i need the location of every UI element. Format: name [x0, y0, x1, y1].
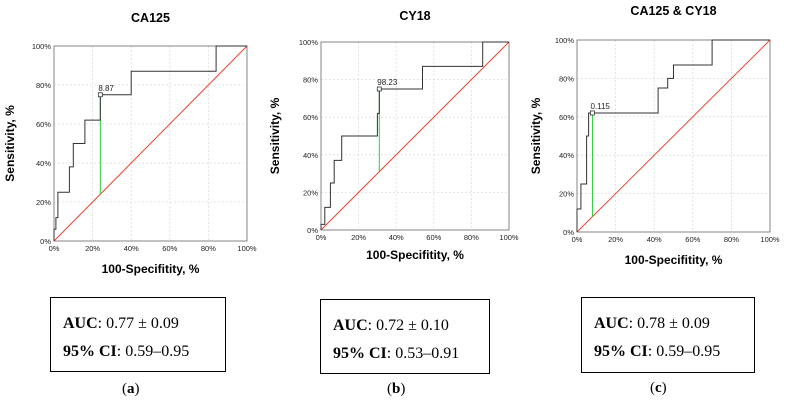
y-tick-label: 40%: [559, 151, 574, 160]
x-axis-label: 100-Specifitity, %: [102, 262, 200, 276]
roc-curve: [53, 45, 247, 241]
x-tick-label: 0%: [49, 244, 60, 253]
auc-value: : 0.77 ± 0.09: [97, 315, 179, 332]
roc-chart-cy18: CY18 0%0% 20% 20% 40% 40% 60% 60% 80% 80% 100% 100%…: [268, 9, 519, 262]
stat-box-combined: AUC: 0.78 ± 0.09 95% CI: 0.59–0.95: [581, 297, 755, 373]
x-tick-label: 40%: [389, 233, 404, 242]
y-tick-label: 60%: [559, 113, 574, 122]
auc-label: AUC: [63, 315, 98, 332]
ci-value: : 0.59–0.95: [116, 343, 190, 360]
y-tick-label: 80%: [303, 76, 318, 85]
cutoff-marker: [376, 86, 382, 92]
x-tick-label: 60%: [426, 233, 441, 242]
plot-frame: [576, 39, 771, 233]
chart-title: CA125: [131, 11, 170, 25]
panel-label-c: (c): [650, 380, 667, 396]
x-tick-label: 0%: [572, 235, 583, 244]
cutoff-label: 8.87: [98, 84, 114, 93]
x-tick-label: 80%: [201, 244, 216, 253]
auc-label: AUC: [333, 317, 368, 334]
ci-value: : 0.59–0.95: [647, 343, 721, 360]
panel-label-b: (b): [387, 381, 406, 397]
y-tick-label: 60%: [36, 120, 51, 129]
y-tick-label: 100%: [32, 42, 52, 51]
x-tick-label: 100%: [760, 235, 780, 244]
y-tick-label: 20%: [303, 188, 318, 197]
x-tick-label: 100%: [237, 244, 257, 253]
roc-curve: [320, 41, 509, 230]
y-tick-label: 0%: [40, 237, 51, 246]
y-tick-label: 20%: [36, 198, 51, 207]
cutoff-label: 98.23: [377, 78, 398, 87]
y-tick-label: 80%: [36, 81, 51, 90]
chart-title: CY18: [399, 9, 430, 23]
x-tick-label: 100%: [499, 233, 519, 242]
y-axis-label: Sensitivity, %: [529, 97, 543, 174]
ci-value: : 0.53–0.91: [386, 345, 460, 362]
x-tick-label: 40%: [124, 244, 139, 253]
reference-line: [576, 39, 771, 233]
x-tick-label: 20%: [351, 233, 366, 242]
x-tick-label: 80%: [464, 233, 479, 242]
y-tick-label: 100%: [299, 38, 319, 47]
reference-line: [320, 41, 510, 231]
y-axis-label: Sensitivity, %: [268, 97, 282, 174]
auc-label: AUC: [594, 315, 629, 332]
x-axis-label: 100-Specifitity, %: [625, 253, 723, 267]
y-tick-label: 40%: [36, 159, 51, 168]
y-tick-label: 20%: [559, 190, 574, 199]
roc-chart-combined: CA125 & CY18 0%0% 20% 20% 40% 40% 60% 60% 80% 80%…: [529, 4, 780, 267]
x-tick-label: 20%: [85, 244, 100, 253]
cutoff-label: 0.115: [590, 102, 610, 111]
cutoff-marker: [590, 110, 595, 116]
stat-box-cy18: AUC: 0.72 ± 0.10 95% CI: 0.53–0.91: [320, 299, 490, 374]
y-tick-label: 40%: [303, 151, 318, 160]
y-tick-label: 80%: [559, 74, 574, 83]
x-tick-label: 60%: [162, 244, 177, 253]
x-tick-label: 40%: [647, 235, 662, 244]
ci-label: 95% CI: [333, 345, 387, 362]
ci-label: 95% CI: [63, 343, 117, 360]
x-tick-label: 80%: [724, 235, 739, 244]
x-axis-label: 100-Specifitity, %: [366, 248, 464, 262]
panel-label-a: (a): [122, 381, 140, 397]
roc-curve: [576, 39, 770, 232]
cutoff-marker: [97, 92, 103, 98]
plot-frame: [320, 41, 510, 231]
y-axis-label: Sensitivity, %: [3, 105, 17, 182]
reference-line: [53, 45, 248, 242]
chart-title: CA125 & CY18: [630, 4, 716, 18]
y-tick-label: 0%: [307, 226, 318, 235]
y-tick-label: 0%: [563, 228, 574, 237]
y-tick-label: 100%: [555, 36, 575, 45]
plot-frame: [53, 45, 248, 242]
auc-value: : 0.78 ± 0.09: [628, 315, 710, 332]
x-tick-label: 20%: [608, 235, 623, 244]
ci-label: 95% CI: [594, 343, 648, 360]
stat-box-ca125: AUC: 0.77 ± 0.09 95% CI: 0.59–0.95: [50, 297, 226, 372]
y-tick-label: 60%: [303, 113, 318, 122]
x-tick-label: 60%: [685, 235, 700, 244]
auc-value: : 0.72 ± 0.10: [367, 317, 449, 334]
roc-chart-ca125: CA125 0%0% 20% 20% 40% 40% 60% 60% 80% 80% 100% 100…: [3, 11, 257, 276]
x-tick-label: 0%: [316, 233, 327, 242]
